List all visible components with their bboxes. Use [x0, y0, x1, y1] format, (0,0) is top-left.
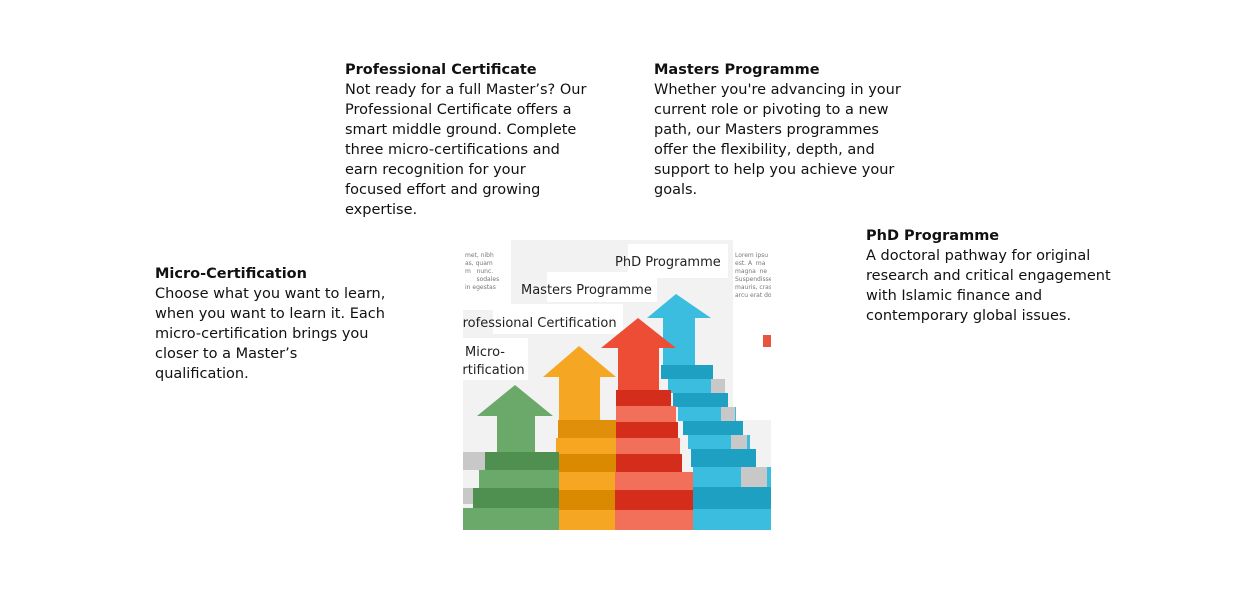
- phd-programme-description: A doctoral pathway for original research…: [866, 248, 1111, 324]
- phd-programme-block: PhD Programme A doctoral pathway for ori…: [866, 226, 1126, 326]
- red-step-column: [601, 318, 693, 530]
- professional-certificate-block: Professional Certificate Not ready for a…: [345, 60, 605, 220]
- step-label-masters: Masters Programme: [521, 283, 652, 298]
- masters-programme-description: Whether you're advancing in your current…: [654, 82, 901, 198]
- micro-certification-description: Choose what you want to learn, when you …: [155, 286, 386, 382]
- masters-programme-title: Masters Programme: [654, 62, 820, 78]
- professional-certificate-description: Not ready for a full Master’s? Our Profe…: [345, 82, 587, 218]
- micro-certification-title: Micro-Certification: [155, 266, 307, 282]
- staircase-arrows-infographic: met, nibh as, quam m nunc. sodales in eg…: [463, 240, 771, 530]
- phd-programme-title: PhD Programme: [866, 228, 1000, 244]
- step-label-micro: Micro- Certification: [463, 345, 525, 378]
- masters-programme-block: Masters Programme Whether you're advanci…: [654, 60, 914, 200]
- green-step-column: [463, 385, 559, 530]
- orange-step-column: [539, 346, 616, 530]
- step-label-phd: PhD Programme: [615, 255, 721, 270]
- professional-certificate-title: Professional Certificate: [345, 62, 537, 78]
- placeholder-text-right: Lorem ipsu est. A ma magna ne Suspendiss…: [735, 252, 771, 299]
- staircase-graphic: [463, 240, 771, 530]
- placeholder-text-left: met, nibh as, quam m nunc. sodales in eg…: [465, 252, 500, 291]
- step-label-professional: Professional Certification: [463, 316, 617, 331]
- micro-certification-block: Micro-Certification Choose what you want…: [155, 264, 400, 384]
